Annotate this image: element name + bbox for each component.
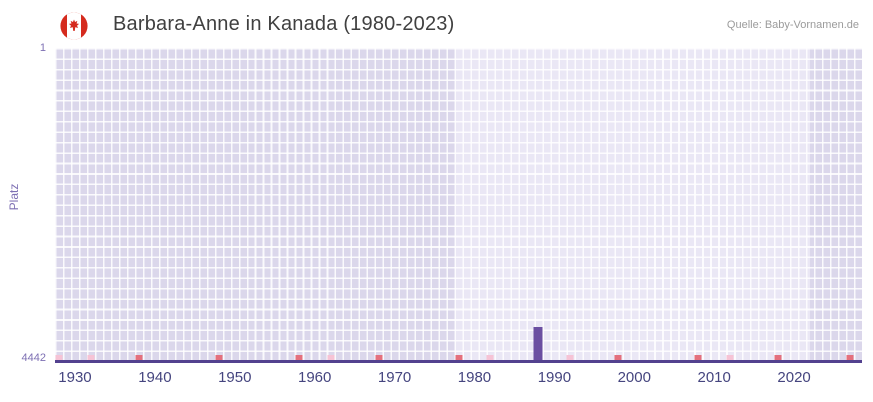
y-tick-worst-rank: 4442 — [21, 352, 46, 364]
baseline-marker-1948 — [215, 355, 223, 361]
source-credit: Quelle: Baby-Vornamen.de — [726, 19, 859, 31]
baseline-marker-2018 — [774, 355, 782, 361]
x-tick-label-1960: 1960 — [297, 369, 332, 386]
x-tick-label-1940: 1940 — [138, 369, 172, 386]
x-tick-label-2000: 2000 — [617, 369, 651, 386]
y-tick-best-rank: 1 — [39, 42, 46, 54]
bars-layer — [55, 48, 862, 361]
rank-bar-1988[interactable] — [533, 327, 543, 361]
x-tick-label-1930: 1930 — [58, 369, 92, 386]
x-axis-line — [55, 360, 862, 363]
baseline-marker-1962 — [327, 355, 335, 361]
y-axis-label: Platz — [7, 183, 21, 211]
baseline-marker-2027 — [846, 355, 854, 361]
x-axis-ticks: 1930 1940 1950 1960 1970 1980 1990 2000 2010 2020 — [55, 369, 862, 391]
canada-flag-icon — [60, 12, 88, 40]
grid-overlay — [55, 48, 862, 361]
x-tick-label-2020: 2020 — [777, 369, 811, 386]
baseline-marker-1978 — [455, 355, 462, 361]
baseline-marker-1928 — [55, 355, 63, 361]
x-tick-label-1980: 1980 — [457, 369, 492, 386]
baseline-marker-2008 — [694, 355, 702, 361]
plot-area — [55, 48, 862, 363]
baseline-marker-1932 — [87, 355, 95, 361]
baseline-marker-1968 — [375, 355, 383, 361]
page-title: Barbara-Anne in Kanada (1980-2023) — [113, 13, 455, 35]
x-tick-label-1950: 1950 — [218, 369, 252, 386]
baseline-marker-1992 — [566, 355, 574, 361]
baseline-marker-1998 — [614, 355, 622, 361]
baseline-marker-1982 — [486, 355, 494, 361]
x-tick-label-1970: 1970 — [377, 369, 412, 386]
x-tick-label-2010: 2010 — [697, 369, 731, 386]
baseline-marker-2012 — [726, 355, 734, 361]
baseline-marker-1938 — [135, 355, 143, 361]
x-tick-label-1990: 1990 — [537, 369, 572, 386]
markers-layer — [55, 48, 862, 361]
baseline-marker-1958 — [295, 355, 303, 361]
